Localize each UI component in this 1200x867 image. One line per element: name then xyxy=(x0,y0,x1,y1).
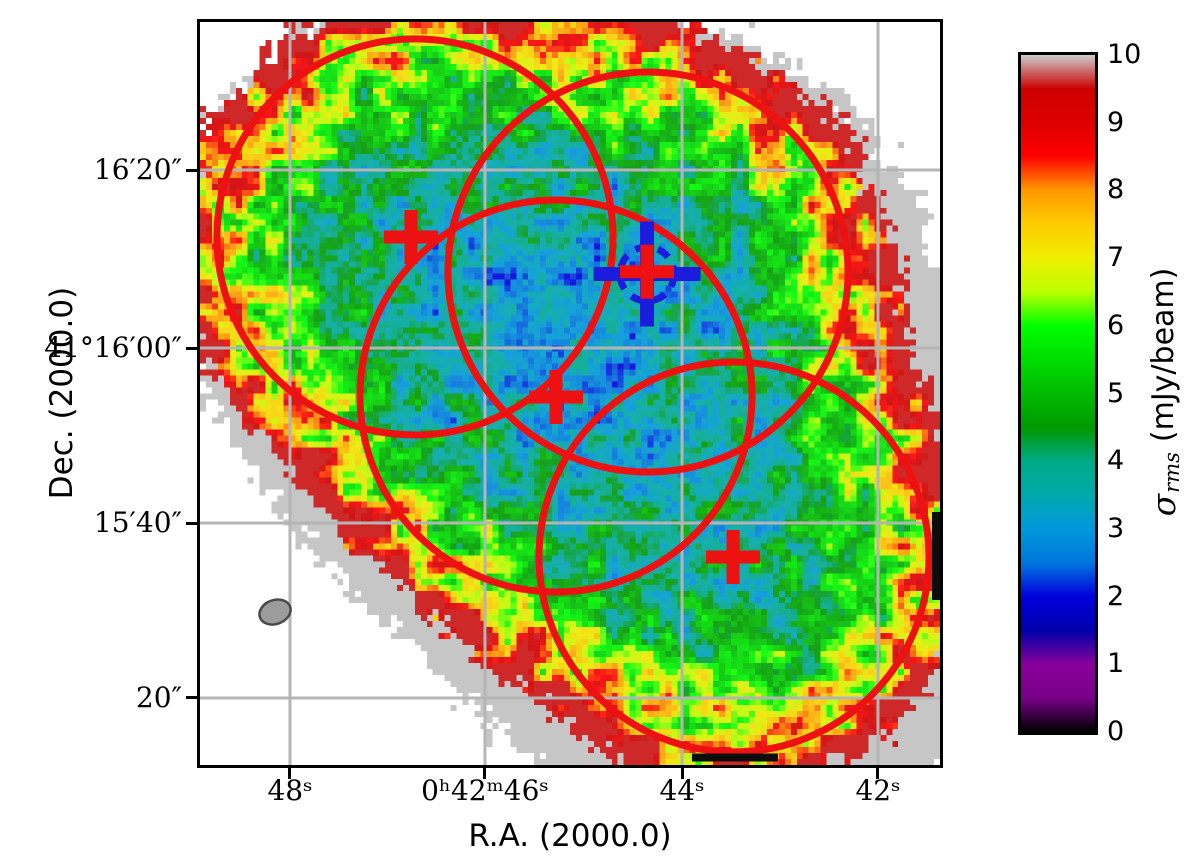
x-axis-tick xyxy=(288,767,292,779)
colorbar-tick-label: 7 xyxy=(1107,242,1125,274)
x-axis-tick xyxy=(483,767,487,779)
colorbar-title: σ rms (mJy/beam) xyxy=(1139,182,1187,602)
colorbar-tick-label: 9 xyxy=(1107,106,1125,138)
y-tick-label: 15′40″ xyxy=(93,506,182,539)
beam-ellipse xyxy=(258,598,292,626)
y-axis-tick xyxy=(186,346,198,350)
sigma-subscript: rms xyxy=(1160,452,1184,493)
y-tick-label: 16′20″ xyxy=(93,153,182,186)
x-axis-tick xyxy=(680,767,684,779)
y-axis-tick xyxy=(186,521,198,525)
colorbar-units-label: (mJy/beam) xyxy=(1145,267,1181,443)
colorbar-tick-label: 6 xyxy=(1107,309,1125,341)
x-axis-title: R.A. (2000.0) xyxy=(468,818,672,854)
colorbar-tick-label: 8 xyxy=(1107,174,1125,206)
vertical-scale-bar xyxy=(932,512,940,600)
plot-area xyxy=(197,19,943,768)
y-axis-title: Dec. (2000.0) xyxy=(44,286,80,500)
y-axis-tick xyxy=(186,696,198,700)
pointing-circles xyxy=(213,35,933,756)
pointing-circle xyxy=(213,35,617,439)
colorbar xyxy=(1021,55,1095,732)
plot-overlay xyxy=(200,22,940,765)
x-tick-label: 48ˢ xyxy=(267,774,313,807)
colorbar-tick-label: 1 xyxy=(1107,648,1125,680)
colorbar-tick-label: 3 xyxy=(1107,512,1125,544)
colorbar-tick-label: 10 xyxy=(1107,39,1142,70)
x-axis-tick xyxy=(876,767,880,779)
y-tick-label: 20″ xyxy=(135,680,182,714)
colorbar-tick-label: 4 xyxy=(1107,445,1125,477)
colorbar-tick-label: 2 xyxy=(1107,580,1125,612)
colorbar-tick-label: 5 xyxy=(1107,377,1125,409)
x-tick-label: 0ʰ42ᵐ46ˢ xyxy=(421,774,549,807)
y-tick-label: 41°16′00″ xyxy=(44,331,182,365)
pointing-circle xyxy=(444,68,852,476)
pointing-plus-markers xyxy=(383,209,761,584)
pointing-circle xyxy=(356,196,756,596)
horizontal-scale-bar xyxy=(692,753,779,762)
y-axis-tick xyxy=(186,168,198,172)
x-tick-label: 42ˢ xyxy=(855,774,901,807)
pointing-circle xyxy=(535,358,933,756)
x-tick-label: 44ˢ xyxy=(659,774,705,807)
colorbar-tick-label: 0 xyxy=(1107,716,1125,747)
sigma-symbol: σ xyxy=(1143,493,1183,517)
